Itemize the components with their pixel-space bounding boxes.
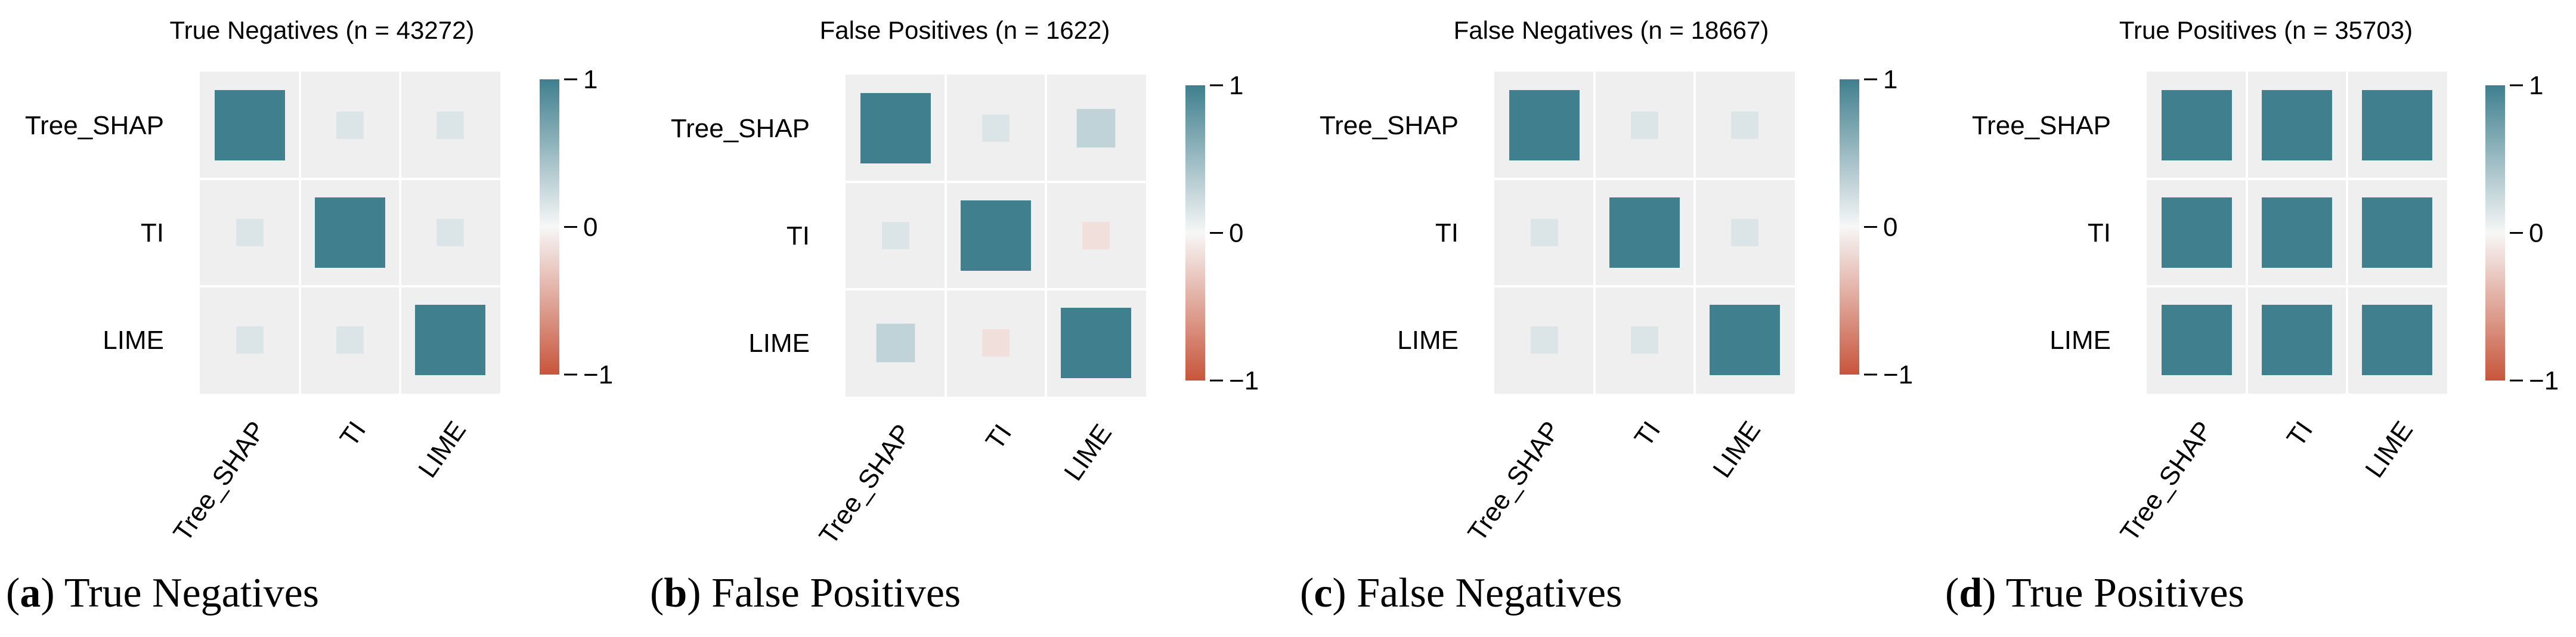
heatmap-cell: [2262, 197, 2332, 268]
heatmap-cell: [436, 219, 464, 246]
row-label: LIME: [1397, 326, 1459, 355]
colorbar: [1840, 79, 1859, 375]
column-label: Tree_SHAP: [1462, 416, 1566, 547]
heatmap-cell: [236, 219, 264, 246]
column-label: LIME: [1058, 419, 1117, 486]
chart-title: True Negatives (n = 43272): [170, 16, 475, 44]
heatmap-cell: [415, 305, 485, 375]
heatmap-cell: [2162, 90, 2232, 160]
column-label: TI: [335, 416, 372, 452]
heatmap-cell: [436, 112, 464, 139]
heatmap-cell: [2362, 197, 2432, 268]
colorbar: [2485, 85, 2505, 381]
heatmap-panel: False Positives (n = 1622) Tree_SHAP TI LIM…: [671, 16, 1259, 550]
heatmap-cell: [2262, 90, 2332, 160]
row-label: LIME: [748, 329, 810, 358]
column-label: LIME: [413, 416, 472, 483]
chart-title: False Negatives (n = 18667): [1454, 16, 1769, 44]
colorbar-tick-label: 0: [2529, 219, 2543, 248]
caption-letter: c: [1314, 570, 1333, 616]
caption-text: True Negatives: [64, 570, 319, 616]
subfigure-caption: (c) False Negatives: [1300, 570, 1623, 616]
colorbar-tick-label: 1: [583, 65, 597, 94]
heatmap-cell: [982, 329, 1010, 357]
column-label: TI: [1629, 416, 1667, 452]
subfigure-caption: (a) True Negatives: [6, 570, 319, 616]
heatmap-cell: [982, 115, 1010, 142]
row-label: LIME: [2049, 326, 2111, 355]
column-label: Tree_SHAP: [2114, 416, 2218, 547]
row-label: TI: [141, 218, 164, 248]
heatmap-cell: [1731, 112, 1758, 139]
column-label: Tree_SHAP: [168, 416, 271, 547]
heatmap-cell: [882, 222, 909, 249]
row-label: TI: [787, 221, 810, 251]
colorbar: [1185, 85, 1205, 381]
row-label: LIME: [103, 326, 164, 355]
heatmap-cell: [2262, 305, 2332, 375]
heatmap-cell: [315, 197, 385, 268]
colorbar-tick-label: −1: [1883, 360, 1913, 389]
heatmap-cell: [1082, 222, 1110, 249]
heatmap-cell: [2362, 305, 2432, 375]
heatmap-cell: [1631, 112, 1658, 139]
row-label: TI: [2088, 218, 2111, 248]
column-label: Tree_SHAP: [813, 419, 917, 550]
caption-text: True Positives: [2005, 570, 2244, 616]
subfigure-caption: (d) True Positives: [1945, 570, 2244, 616]
subfigure-caption: (b) False Positives: [650, 570, 961, 616]
row-label: Tree_SHAP: [671, 114, 810, 143]
heatmap-cell: [1609, 197, 1680, 268]
heatmap-cell: [1076, 109, 1116, 148]
caption-letter: d: [1959, 570, 1983, 616]
heatmap-cell: [1509, 90, 1580, 160]
heatmap-cell: [876, 323, 915, 363]
heatmap-cell: [860, 93, 931, 163]
column-label: TI: [2281, 416, 2319, 452]
column-label: LIME: [2360, 416, 2419, 483]
heatmap-panel: True Positives (n = 35703) Tree_SHAP TI LIM…: [1972, 16, 2559, 547]
heatmap-cell: [2162, 197, 2232, 268]
colorbar-tick-label: 0: [1229, 219, 1243, 248]
heatmap-panel: False Negatives (n = 18667) Tree_SHAP TI LI…: [1320, 16, 1913, 547]
heatmap-cell: [1731, 219, 1758, 246]
heatmap-cell: [1531, 326, 1558, 354]
row-label: Tree_SHAP: [1320, 111, 1459, 140]
heatmap-cell: [2362, 90, 2432, 160]
heatmap-cell: [1531, 219, 1558, 246]
colorbar-tick-label: −1: [583, 360, 613, 389]
row-label: Tree_SHAP: [1972, 111, 2111, 140]
correlation-heatmaps-figure: True Negatives (n = 43272) Tree_SHAP TI LIM…: [25, 16, 2559, 550]
column-label: TI: [980, 419, 1018, 455]
colorbar-tick-label: 1: [1883, 65, 1897, 94]
heatmap-cell: [336, 112, 364, 139]
heatmap-cell: [215, 90, 285, 160]
heatmap-cell: [1061, 308, 1131, 378]
chart-title: True Positives (n = 35703): [2119, 16, 2413, 44]
row-label: Tree_SHAP: [25, 111, 164, 140]
colorbar-tick-label: 0: [583, 213, 597, 242]
heatmap-panel: True Negatives (n = 43272) Tree_SHAP TI LIM…: [25, 16, 613, 547]
caption-letter: a: [20, 570, 41, 616]
heatmap-cell: [336, 326, 364, 354]
heatmap-cell: [961, 200, 1031, 271]
colorbar-tick-label: 1: [2529, 71, 2543, 100]
caption-letter: b: [664, 570, 688, 616]
chart-title: False Positives (n = 1622): [820, 16, 1110, 44]
heatmap-cell: [236, 326, 264, 354]
row-label: TI: [1435, 218, 1459, 248]
heatmap-cell: [1710, 305, 1780, 375]
colorbar-tick-label: −1: [1229, 366, 1259, 395]
colorbar: [540, 79, 559, 375]
caption-text: False Positives: [711, 570, 961, 616]
colorbar-tick-label: −1: [2529, 366, 2559, 395]
heatmap-cell: [2162, 305, 2232, 375]
heatmap-cell: [1631, 326, 1658, 354]
caption-text: False Negatives: [1357, 570, 1623, 616]
column-label: LIME: [1707, 416, 1766, 483]
colorbar-tick-label: 1: [1229, 71, 1243, 100]
colorbar-tick-label: 0: [1883, 213, 1897, 242]
